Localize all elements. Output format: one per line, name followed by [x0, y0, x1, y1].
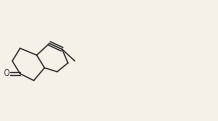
- Text: O: O: [3, 69, 9, 78]
